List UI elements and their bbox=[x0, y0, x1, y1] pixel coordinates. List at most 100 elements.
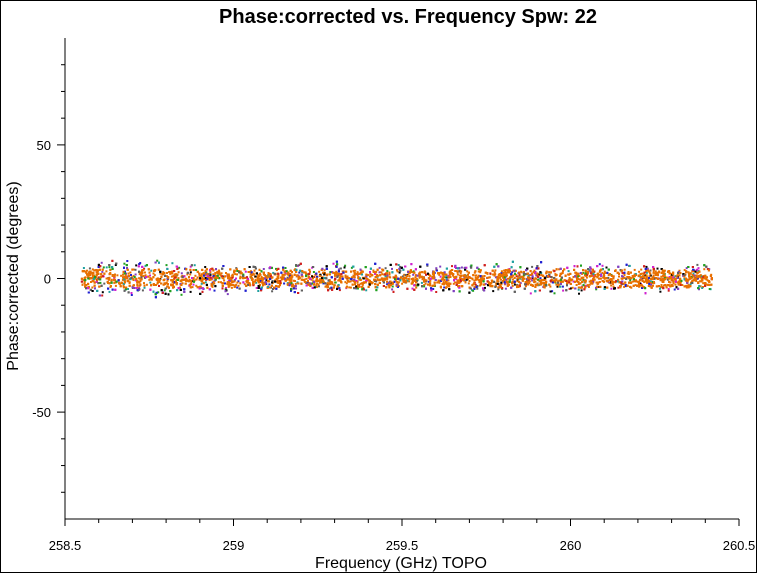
data-point bbox=[567, 270, 570, 273]
data-point bbox=[446, 276, 449, 279]
data-point bbox=[647, 285, 650, 287]
data-point bbox=[217, 272, 220, 275]
data-point bbox=[156, 259, 159, 262]
data-point bbox=[286, 278, 289, 281]
data-point bbox=[448, 273, 451, 276]
data-point bbox=[173, 277, 175, 280]
data-point bbox=[183, 290, 186, 293]
data-point bbox=[339, 267, 342, 270]
data-point bbox=[455, 278, 458, 281]
data-point bbox=[445, 275, 448, 277]
data-point bbox=[138, 263, 141, 265]
data-point bbox=[434, 279, 437, 281]
data-point bbox=[533, 269, 536, 272]
data-point bbox=[676, 274, 679, 277]
data-point bbox=[318, 285, 320, 288]
data-point bbox=[695, 279, 698, 282]
data-point bbox=[382, 281, 385, 284]
data-point bbox=[270, 284, 273, 287]
data-point bbox=[459, 269, 461, 272]
data-point bbox=[136, 289, 139, 292]
data-point bbox=[447, 274, 450, 277]
data-point bbox=[587, 286, 590, 288]
data-point bbox=[568, 287, 571, 290]
data-point bbox=[389, 263, 392, 266]
data-point bbox=[598, 281, 601, 283]
data-point bbox=[396, 285, 399, 288]
data-point bbox=[175, 265, 178, 268]
data-point bbox=[458, 276, 461, 279]
data-point bbox=[554, 280, 557, 283]
data-point bbox=[95, 276, 98, 278]
data-point bbox=[391, 285, 394, 288]
data-point bbox=[195, 269, 198, 271]
data-point bbox=[534, 271, 537, 274]
data-point bbox=[102, 266, 105, 269]
data-point bbox=[237, 280, 240, 283]
data-point bbox=[262, 284, 264, 287]
data-point bbox=[391, 271, 394, 274]
data-point bbox=[193, 264, 196, 267]
data-point bbox=[321, 281, 324, 284]
data-point bbox=[632, 278, 635, 281]
data-point bbox=[599, 277, 602, 280]
data-point bbox=[464, 268, 467, 271]
data-point bbox=[196, 276, 199, 279]
data-point bbox=[186, 271, 189, 274]
data-point bbox=[257, 279, 260, 282]
data-point bbox=[126, 280, 129, 283]
data-point bbox=[650, 286, 653, 289]
data-point bbox=[297, 282, 300, 285]
data-point bbox=[255, 287, 258, 289]
data-point bbox=[247, 284, 250, 286]
data-point bbox=[612, 285, 615, 288]
data-point bbox=[638, 281, 641, 284]
data-point bbox=[275, 267, 277, 270]
data-point bbox=[329, 280, 332, 283]
data-point bbox=[585, 276, 588, 279]
data-point bbox=[121, 278, 124, 281]
data-point bbox=[447, 276, 450, 279]
data-point bbox=[468, 291, 471, 294]
data-point bbox=[469, 277, 472, 279]
data-point bbox=[145, 283, 148, 286]
data-point bbox=[490, 282, 493, 284]
data-point bbox=[523, 277, 526, 280]
data-point bbox=[621, 275, 623, 278]
data-point bbox=[425, 287, 427, 290]
data-point bbox=[558, 268, 561, 271]
data-point bbox=[575, 284, 578, 286]
data-point bbox=[332, 286, 335, 289]
data-point bbox=[400, 266, 403, 269]
data-point bbox=[535, 267, 538, 269]
data-point bbox=[155, 284, 157, 286]
data-point bbox=[676, 281, 679, 284]
data-point bbox=[239, 275, 242, 278]
data-point bbox=[455, 283, 458, 286]
data-point bbox=[131, 286, 134, 289]
data-point bbox=[195, 284, 198, 287]
data-point bbox=[123, 276, 126, 279]
data-point bbox=[127, 272, 130, 275]
data-point bbox=[279, 280, 282, 283]
data-point bbox=[489, 272, 492, 275]
data-point bbox=[467, 278, 469, 281]
data-point bbox=[560, 280, 563, 283]
data-point bbox=[570, 287, 572, 290]
data-point bbox=[318, 281, 321, 284]
data-point bbox=[143, 267, 146, 270]
data-point bbox=[632, 280, 635, 283]
data-point bbox=[674, 275, 677, 278]
data-point bbox=[352, 274, 355, 277]
data-point bbox=[297, 264, 299, 267]
data-point bbox=[704, 274, 707, 277]
data-point bbox=[272, 271, 275, 274]
data-point bbox=[143, 286, 146, 289]
data-point bbox=[277, 267, 280, 270]
data-point bbox=[320, 281, 322, 284]
data-point bbox=[101, 294, 104, 297]
data-point bbox=[660, 275, 663, 278]
data-point bbox=[204, 281, 207, 284]
data-point bbox=[559, 285, 562, 288]
